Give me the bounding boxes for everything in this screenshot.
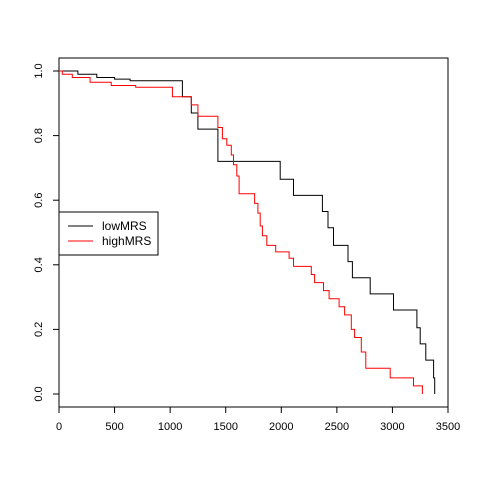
x-tick-label: 0 (56, 421, 62, 433)
x-tick-label: 500 (105, 421, 123, 433)
y-axis: 0.0 0.2 0.4 0.6 0.8 1.0 (33, 63, 59, 401)
x-axis: 0 500 1000 1500 2000 2500 3000 3500 (56, 407, 460, 433)
y-tick-label: 0.2 (33, 322, 45, 337)
x-tick-label: 1000 (158, 421, 182, 433)
x-tick-label: 3500 (436, 421, 460, 433)
x-tick-label: 3000 (380, 421, 404, 433)
y-tick-label: 0.4 (33, 257, 45, 272)
x-tick-label: 2000 (269, 421, 293, 433)
legend: lowMRS highMRS (59, 212, 158, 255)
legend-label-highmrs: highMRS (102, 234, 151, 248)
y-tick-label: 0.0 (33, 386, 45, 401)
legend-label-lowmrs: lowMRS (102, 219, 147, 233)
y-tick-label: 0.8 (33, 128, 45, 143)
y-tick-label: 0.6 (33, 193, 45, 208)
y-tick-label: 1.0 (33, 63, 45, 78)
x-tick-label: 2500 (325, 421, 349, 433)
x-tick-label: 1500 (213, 421, 237, 433)
